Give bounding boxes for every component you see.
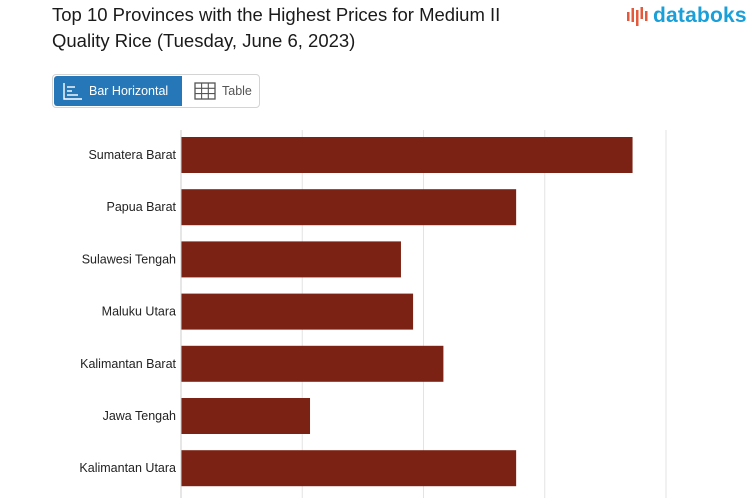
databoks-mark-icon <box>627 7 648 26</box>
bar[interactable] <box>181 398 311 434</box>
databoks-logo[interactable]: databoks <box>626 3 747 29</box>
chart-title: Top 10 Provinces with the Highest Prices… <box>52 2 592 54</box>
category-label: Kalimantan Utara <box>79 461 176 475</box>
category-label: Maluku Utara <box>102 305 176 319</box>
bar[interactable] <box>181 241 401 278</box>
bar[interactable] <box>181 137 633 173</box>
view-tabs: Bar Horizontal Table <box>52 74 260 108</box>
category-label: Sumatera Barat <box>88 148 176 162</box>
bar[interactable] <box>181 293 414 330</box>
table-icon <box>194 82 216 100</box>
brand-name: databoks <box>653 4 747 27</box>
chart-title-line-1: Top 10 Provinces with the Highest Prices… <box>52 4 501 25</box>
tab-table-label: Table <box>222 84 252 98</box>
chart-title-line-2: Quality Rice (Tuesday, June 6, 2023) <box>52 30 356 51</box>
category-label: Papua Barat <box>107 200 177 214</box>
tab-bar-horizontal-label: Bar Horizontal <box>89 84 169 98</box>
bar[interactable] <box>181 189 517 226</box>
category-label: Sulawesi Tengah <box>82 252 176 266</box>
bar[interactable] <box>181 345 444 382</box>
category-label: Jawa Tengah <box>103 409 176 423</box>
bar[interactable] <box>181 450 517 487</box>
tab-bar-horizontal[interactable]: Bar Horizontal <box>54 76 182 106</box>
tab-table[interactable]: Table <box>182 75 259 107</box>
bar-chart-icon <box>63 83 82 100</box>
category-label: Kalimantan Barat <box>80 357 176 371</box>
